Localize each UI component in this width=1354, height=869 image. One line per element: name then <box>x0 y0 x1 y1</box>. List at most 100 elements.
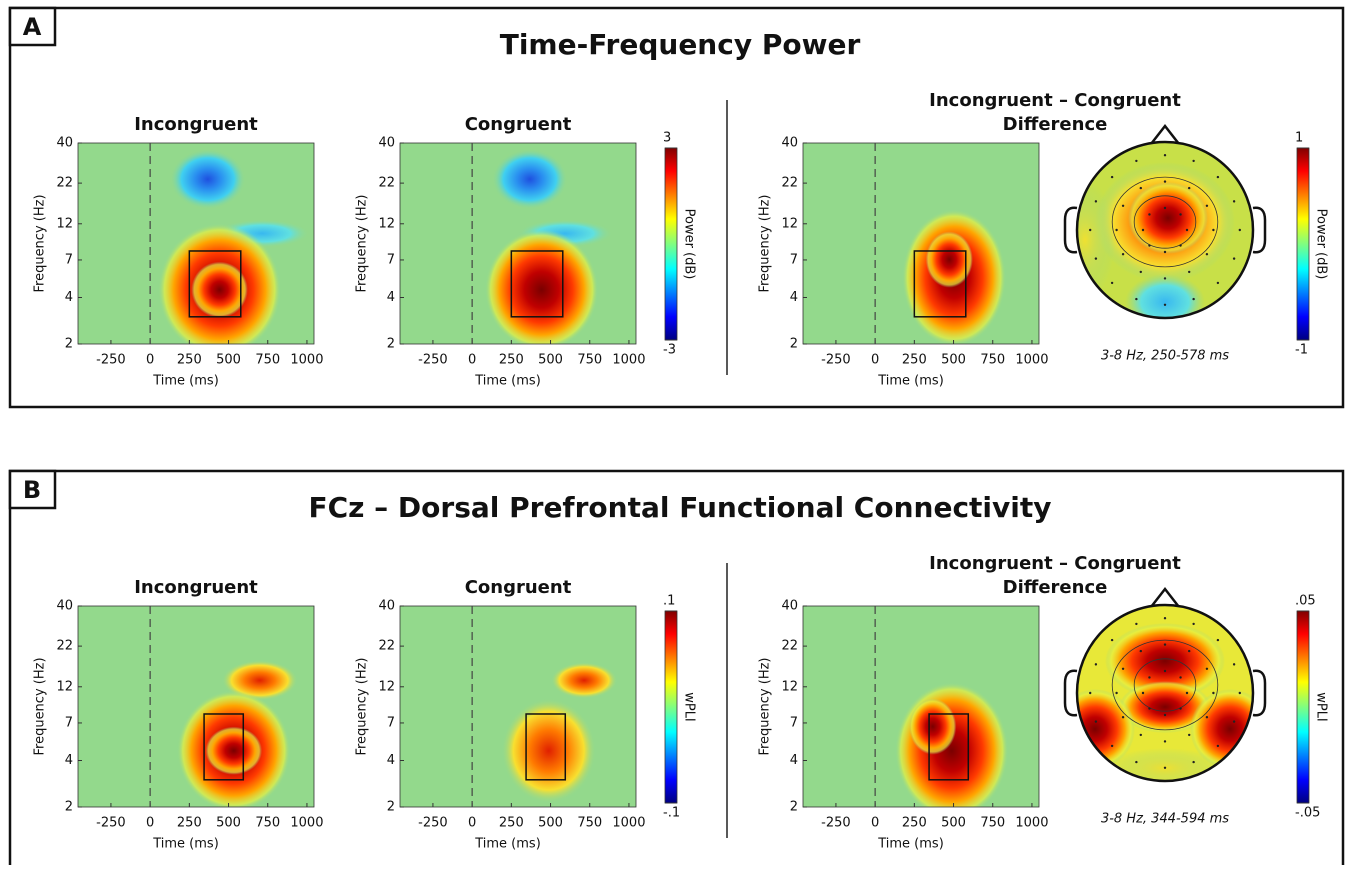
x-axis-label: Time (ms) <box>877 374 944 389</box>
plot-frame <box>77 605 315 808</box>
x-tick-label: 250 <box>499 816 524 831</box>
colorbar-label: Power (dB) <box>1314 209 1329 280</box>
y-tick-label: 22 <box>378 176 395 191</box>
electrode <box>1135 297 1138 301</box>
topomap-caption: 3-8 Hz, 344-594 ms <box>1101 812 1229 827</box>
electrode <box>1232 200 1236 203</box>
panel-label-box <box>8 469 57 510</box>
electrode <box>1192 760 1195 764</box>
electrode <box>1192 297 1195 301</box>
heatmap-image <box>78 606 314 807</box>
heatmap-image <box>400 606 636 807</box>
colorbar-label: Power (dB) <box>682 209 697 280</box>
electrode <box>1232 663 1236 666</box>
electrode <box>1163 740 1167 743</box>
topomap-blob <box>1077 689 1135 769</box>
heatmap <box>803 143 1039 344</box>
plot-title: Congruent <box>465 114 572 135</box>
x-tick-label: 500 <box>538 353 563 368</box>
x-tick-label: 500 <box>216 353 241 368</box>
y-tick-label: 40 <box>378 599 395 614</box>
y-tick-label: 40 <box>56 599 73 614</box>
y-axis-label: Frequency (Hz) <box>33 657 48 755</box>
head-outline <box>1075 140 1255 320</box>
electrode <box>1089 691 1092 695</box>
heatmap-blob <box>909 698 957 755</box>
electrode <box>1139 270 1143 274</box>
heatmap-image <box>400 143 636 344</box>
electrode <box>1089 228 1092 232</box>
x-tick-label: -250 <box>96 353 126 368</box>
electrode <box>1212 691 1215 695</box>
plot-title: Incongruent – Congruent <box>929 553 1181 574</box>
heatmap-blob <box>895 682 1009 807</box>
colorbar-tick-label: 3 <box>663 131 671 146</box>
electrode <box>1163 154 1167 157</box>
roi-box <box>525 713 567 781</box>
panel-title: FCz – Dorsal Prefrontal Functional Conne… <box>308 491 1051 524</box>
x-axis-label: Time (ms) <box>474 837 541 852</box>
x-tick-label: 250 <box>177 353 202 368</box>
electrode <box>1148 213 1151 216</box>
electrode <box>1163 206 1167 210</box>
x-tick-label: -250 <box>821 816 851 831</box>
heatmap-image <box>803 606 1039 807</box>
x-tick-label: -250 <box>418 353 448 368</box>
ear <box>1063 669 1078 717</box>
colorbar <box>1296 610 1310 804</box>
y-tick-label: 2 <box>65 337 73 352</box>
x-tick-label: 250 <box>177 816 202 831</box>
electrode <box>1148 676 1151 679</box>
topomap-caption: 3-8 Hz, 250-578 ms <box>1101 349 1229 364</box>
topomap-blob <box>1125 274 1205 318</box>
contour <box>1133 195 1197 249</box>
heatmap-blob <box>484 229 599 344</box>
x-tick-label: 750 <box>577 353 602 368</box>
heatmap-image <box>78 143 314 344</box>
y-tick-label: 7 <box>387 252 395 267</box>
topomap-blob <box>1119 681 1211 733</box>
plot-title: Congruent <box>465 577 572 598</box>
colorbar-label: wPLI <box>682 692 697 722</box>
topomap-blob <box>1128 182 1208 254</box>
heatmap <box>78 606 314 807</box>
electrode <box>1094 663 1098 666</box>
topomap-blob <box>1077 180 1115 300</box>
y-tick-label: 4 <box>790 753 798 768</box>
electrode <box>1121 667 1125 670</box>
electrode <box>1163 277 1167 280</box>
electrode <box>1232 720 1236 723</box>
electrode <box>1139 186 1143 190</box>
x-axis-label: Time (ms) <box>152 374 219 389</box>
heatmap-blob <box>205 726 263 775</box>
electrode <box>1115 228 1118 232</box>
y-tick-label: 22 <box>781 176 798 191</box>
electrode <box>1205 204 1209 207</box>
y-tick-label: 2 <box>387 800 395 815</box>
electrode <box>1121 716 1125 719</box>
electrode <box>1139 649 1143 653</box>
topomap-image <box>1077 142 1253 318</box>
electrode <box>1216 744 1220 748</box>
panel-title: Time-Frequency Power <box>500 28 861 61</box>
contour <box>1111 176 1219 268</box>
electrode <box>1179 707 1182 710</box>
plot-frame <box>399 142 637 345</box>
roi-box <box>913 250 967 318</box>
electrode <box>1094 257 1098 260</box>
x-tick-label: 0 <box>146 816 154 831</box>
electrode <box>1094 720 1098 723</box>
y-tick-label: 2 <box>387 337 395 352</box>
electrode <box>1163 643 1167 646</box>
x-tick-label: 0 <box>468 353 476 368</box>
y-tick-label: 4 <box>65 290 73 305</box>
colorbar-tick-label: -1 <box>1295 343 1308 358</box>
electrode <box>1163 303 1167 306</box>
plot-frame <box>802 142 1040 345</box>
electrode <box>1205 253 1209 256</box>
electrode <box>1121 204 1125 207</box>
panel-label-box <box>8 6 57 47</box>
plot-title: Difference <box>1003 114 1108 135</box>
electrode <box>1121 253 1125 256</box>
x-tick-label: 750 <box>255 353 280 368</box>
